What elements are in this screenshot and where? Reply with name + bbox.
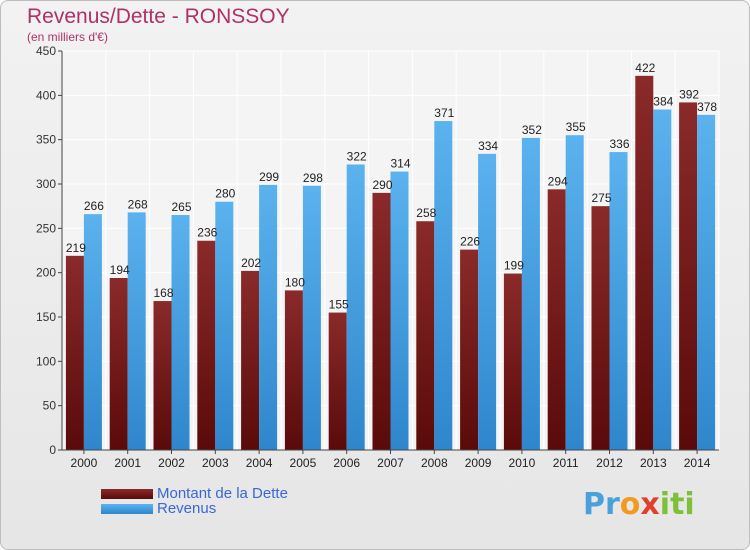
bar-dette — [328, 312, 347, 450]
x-tick-label: 2003 — [202, 456, 229, 470]
bar-revenus — [565, 135, 584, 450]
x-tick-label: 2011 — [553, 456, 579, 470]
y-tick-label: 400 — [36, 88, 56, 102]
data-label: 266 — [84, 199, 104, 213]
bar-revenus — [521, 137, 540, 451]
x-tick-label: 2014 — [684, 456, 711, 470]
bar-dette — [679, 102, 698, 450]
legend-swatch-debt — [101, 489, 153, 499]
bar-revenus — [127, 212, 146, 450]
bar-dette — [372, 192, 391, 450]
bar-revenus — [390, 171, 409, 450]
data-label: 202 — [241, 256, 261, 270]
bar-revenus — [259, 184, 278, 451]
data-label: 422 — [635, 61, 655, 75]
chart-title: Revenus/Dette - RONSSOY — [27, 5, 290, 28]
data-label: 384 — [653, 95, 673, 109]
data-label: 392 — [679, 87, 699, 101]
bar-revenus — [434, 121, 453, 451]
data-label: 336 — [609, 137, 629, 151]
bar-revenus — [215, 201, 234, 450]
data-label: 378 — [697, 100, 717, 114]
bar-revenus — [609, 152, 628, 450]
x-tick-label: 2006 — [333, 456, 360, 470]
bar-dette — [416, 221, 435, 450]
x-tick-label: 2008 — [421, 456, 448, 470]
x-tick-label: 2013 — [640, 456, 667, 470]
bar-dette — [547, 189, 566, 450]
data-label: 194 — [110, 263, 130, 277]
bar-dette — [460, 249, 479, 450]
data-label: 268 — [128, 197, 148, 211]
x-tick-label: 2007 — [377, 456, 404, 470]
y-tick-label: 150 — [36, 310, 56, 324]
data-label: 226 — [460, 235, 480, 249]
legend-label-debt: Montant de la Dette — [157, 485, 288, 502]
y-tick-label: 100 — [36, 354, 56, 368]
data-label: 299 — [259, 170, 279, 184]
bar-revenus — [653, 109, 672, 451]
x-tick-label: 2009 — [465, 456, 492, 470]
bar-dette — [109, 277, 128, 450]
data-label: 275 — [591, 191, 611, 205]
y-tick-label: 0 — [49, 443, 56, 457]
data-label: 322 — [347, 149, 367, 163]
data-label: 236 — [197, 226, 217, 240]
data-label: 199 — [504, 259, 524, 273]
bar-revenus — [478, 153, 497, 450]
legend-swatch-revenus — [101, 504, 153, 514]
data-label: 314 — [390, 157, 410, 171]
y-tick-label: 350 — [36, 133, 56, 147]
bar-revenus — [346, 164, 365, 450]
bar-dette — [591, 206, 610, 450]
bar-revenus — [171, 215, 190, 450]
bar-revenus — [83, 214, 102, 450]
data-label: 168 — [153, 286, 173, 300]
data-label: 294 — [548, 174, 568, 188]
y-tick-label: 50 — [43, 399, 57, 413]
x-tick-label: 2004 — [246, 456, 273, 470]
x-tick-label: 2010 — [509, 456, 536, 470]
data-label: 265 — [171, 200, 191, 214]
legend-label-revenus: Revenus — [157, 500, 217, 517]
y-tick-label: 300 — [36, 177, 56, 191]
data-label: 352 — [522, 123, 542, 137]
data-label: 219 — [66, 241, 86, 255]
proxiti-logo: Proxiti — [583, 487, 695, 522]
x-tick-label: 2002 — [158, 456, 185, 470]
data-label: 355 — [566, 120, 586, 134]
y-tick-label: 250 — [36, 221, 56, 235]
bar-dette — [197, 240, 216, 450]
y-tick-label: 200 — [36, 266, 56, 280]
bar-dette — [284, 290, 303, 450]
y-tick-label: 450 — [36, 44, 56, 58]
data-label: 290 — [372, 178, 392, 192]
data-label: 155 — [329, 298, 349, 312]
bar-revenus — [697, 114, 716, 450]
data-label: 280 — [215, 187, 235, 201]
chart-subtitle: (en milliers d'€) — [27, 30, 108, 44]
data-label: 180 — [285, 275, 305, 289]
x-tick-label: 2000 — [71, 456, 98, 470]
x-tick-label: 2001 — [114, 456, 141, 470]
data-label: 258 — [416, 206, 436, 220]
x-tick-label: 2012 — [596, 456, 623, 470]
x-tick-label: 2005 — [290, 456, 317, 470]
data-label: 334 — [478, 139, 498, 153]
bar-dette — [65, 255, 84, 450]
bar-dette — [503, 273, 522, 450]
bar-dette — [153, 301, 172, 450]
bar-dette — [241, 270, 260, 450]
bar-revenus — [302, 185, 321, 451]
bar-dette — [635, 75, 654, 451]
data-label: 298 — [303, 171, 323, 185]
data-label: 371 — [434, 106, 454, 120]
